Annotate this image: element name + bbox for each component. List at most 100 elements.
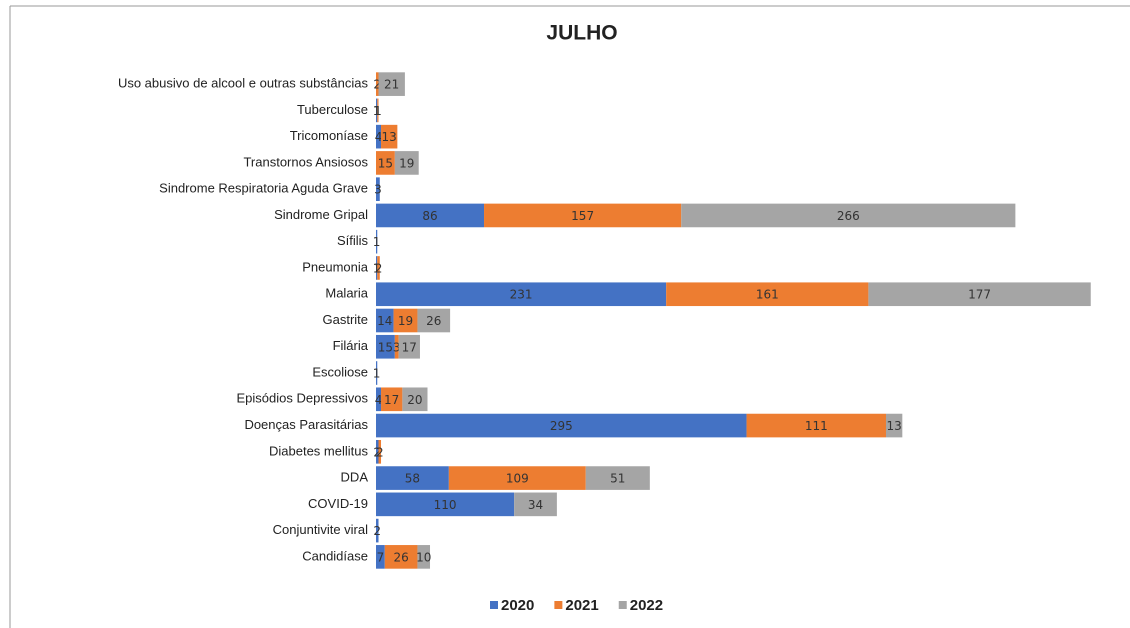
bar [378,72,405,96]
data-label: 109 [506,472,529,486]
bar [376,203,485,228]
data-label: 1 [373,104,381,118]
bar [514,492,557,517]
bar [381,387,403,412]
y-tick-label: Sindrome Gripal [274,207,368,222]
legend-label: 2021 [565,597,598,614]
data-label: 295 [550,419,573,433]
data-label: 2 [373,524,381,538]
bar [394,334,399,359]
legend-swatch [554,601,563,609]
bar [376,98,378,123]
data-label: 17 [384,393,399,407]
data-label: 34 [528,498,543,512]
bar [448,466,586,490]
bar [376,518,379,543]
data-label: 86 [422,209,437,223]
legend-swatch [618,601,627,609]
y-tick-label: Sífilis [337,233,369,248]
data-label: 14 [377,314,392,328]
y-tick-label: Gastrite [322,312,368,327]
data-label: 3 [374,183,382,197]
legend-label: 2022 [630,597,663,614]
bar [377,98,379,123]
bar [376,282,667,307]
data-label: 111 [805,419,828,433]
bar [376,361,378,385]
bar [681,203,1016,228]
bar [746,413,886,438]
data-label: 161 [756,288,779,302]
legend-label: 2020 [501,597,534,614]
bar [885,413,903,438]
data-label: 1 [373,261,381,275]
bar [378,439,382,464]
data-label: 177 [968,288,991,302]
bar [381,124,398,149]
data-label: 2 [373,445,381,459]
bar [398,334,420,359]
data-label: 10 [416,550,431,564]
bar [384,545,418,569]
data-label: 2 [376,445,384,459]
data-label: 26 [426,314,441,328]
data-label: 110 [434,498,457,512]
data-label: 3 [393,340,401,354]
data-label: 58 [405,472,420,486]
y-tick-label: Tuberculose [297,102,368,117]
data-label: 13 [382,130,397,144]
y-tick-label: Transtornos Ansiosos [243,154,368,169]
data-label: 4 [375,393,383,407]
data-label: 231 [510,288,533,302]
bar [376,151,395,175]
y-tick-label: Diabetes mellitus [269,443,368,458]
bar [417,308,451,333]
data-label: 19 [398,314,413,328]
bar [402,387,428,412]
y-tick-label: COVID-19 [308,496,368,511]
bar [585,466,650,490]
data-label: 7 [377,550,385,564]
bar [666,282,869,307]
bar [376,492,515,517]
y-tick-label: Doenças Parasitárias [244,417,368,432]
data-label: 1 [374,104,382,118]
bar [376,177,380,202]
bar [377,256,380,280]
data-label: 13 [887,419,902,433]
data-label: 2 [375,261,383,275]
bar [376,256,378,280]
chart-title: JULHO [546,22,617,45]
bar [376,334,395,359]
y-tick-label: DDA [341,470,369,485]
bar [394,151,419,175]
data-label: 1 [373,367,381,381]
bar [376,124,382,149]
data-label: 15 [378,156,393,170]
bar [393,308,418,333]
data-label: 2 [373,78,381,92]
data-label: 21 [384,78,399,92]
bar [376,387,382,412]
y-tick-label: Candidíase [302,548,368,563]
y-tick-label: Uso abusivo de alcool e outras substânci… [118,76,369,91]
bar [484,203,682,228]
legend-swatch [490,601,498,609]
data-label: 17 [402,340,417,354]
y-tick-label: Conjuntivite viral [273,522,368,537]
data-label: 19 [399,156,414,170]
data-label: 15 [378,340,393,354]
bar [868,282,1091,307]
data-label: 266 [837,209,860,223]
data-label: 20 [407,393,422,407]
data-label: 51 [610,472,625,486]
bar [376,413,747,438]
y-tick-label: Pneumonia [302,259,369,274]
y-tick-label: Sindrome Respiratoria Aguda Grave [159,181,368,196]
data-label: 4 [375,130,383,144]
bar [417,545,431,569]
y-tick-label: Episódios Depressivos [236,391,368,406]
data-label: 1 [373,235,381,249]
data-label: 26 [393,550,408,564]
